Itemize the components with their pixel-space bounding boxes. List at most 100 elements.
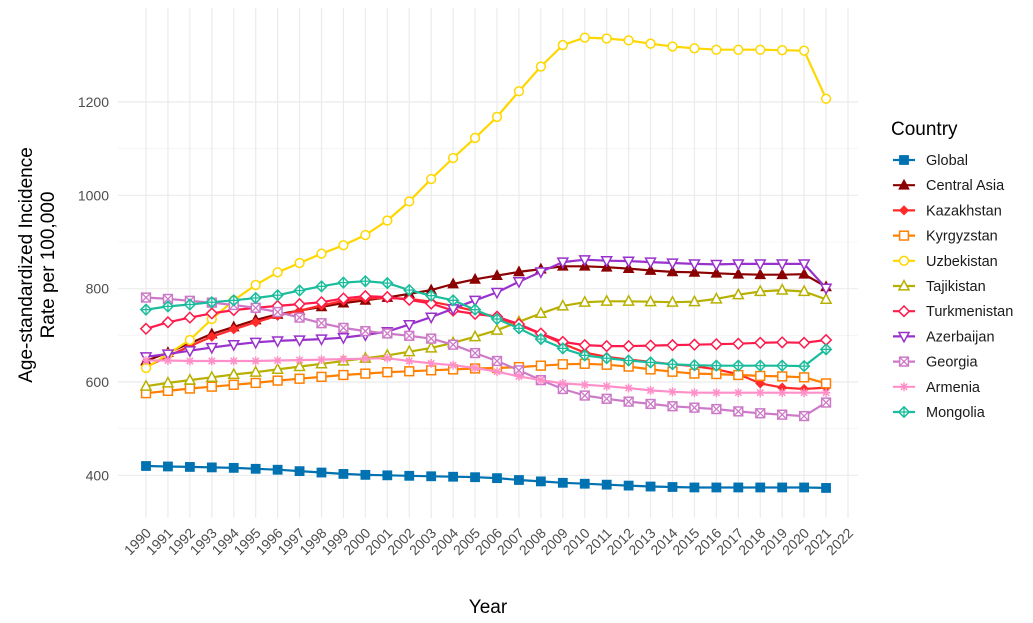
data-point-uzbekistan [820,93,832,104]
data-point-tajikistan [249,365,262,377]
data-point-tajikistan [402,344,416,357]
data-point-tajikistan [293,359,306,372]
data-point-uzbekistan [689,43,700,54]
data-point-azerbaijan [710,259,723,272]
data-point-armenia [821,388,831,398]
data-point-mongolia [249,291,262,305]
data-point-georgia [798,410,810,422]
data-point-tajikistan [797,284,811,297]
legend-label: Global [926,153,968,169]
data-point-kyrgyzstan [755,370,766,382]
data-point-azerbaijan [512,277,526,289]
data-point-armenia [514,372,524,381]
data-point-turkmenistan [797,336,811,350]
data-point-georgia [689,402,700,413]
series-armenia [141,353,831,398]
legend-item-armenia: Armenia [893,380,981,396]
data-point-uzbekistan [469,132,481,144]
data-point-mongolia [753,359,767,372]
data-point-tajikistan [732,287,745,300]
data-point-mongolia [622,354,635,367]
data-point-mongolia [227,294,241,307]
series-uzbekistan [140,32,832,374]
data-point-tajikistan [753,284,767,297]
data-point-kyrgyzstan [184,383,196,394]
data-point-azerbaijan [271,336,284,348]
data-point-central-asia [754,268,767,280]
data-point-kyrgyzstan [228,379,239,390]
data-point-uzbekistan [382,215,393,226]
data-point-uzbekistan [777,45,788,56]
data-point-turkmenistan [337,292,350,305]
data-point-global [382,470,393,481]
data-point-armenia [382,353,392,363]
data-point-tajikistan [622,294,635,306]
data-point-mongolia [732,359,745,372]
data-point-azerbaijan [293,335,306,347]
data-point-tajikistan [271,362,284,375]
data-point-kyrgyzstan [162,385,174,397]
data-point-azerbaijan [249,337,262,350]
data-point-tajikistan [644,294,657,307]
data-point-kyrgyzstan [338,369,349,381]
data-point-armenia [668,387,677,397]
data-point-azerbaijan [797,259,811,271]
data-point-global [799,482,810,493]
series-line-global [145,464,827,489]
data-point-global [250,463,261,474]
data-point-mongolia [797,359,811,373]
data-point-mongolia [534,332,548,346]
data-point-tajikistan [600,294,613,306]
data-point-tajikistan [534,306,548,319]
data-point-georgia [360,325,371,337]
data-point-azerbaijan [775,259,789,271]
data-point-mongolia [775,359,789,372]
data-point-georgia [711,403,722,415]
data-point-mongolia [139,303,153,316]
legend-label: Uzbekistan [926,254,998,270]
data-point-central-asia [798,267,810,279]
y-tick-label: 600 [86,374,110,390]
data-point-georgia [338,322,349,334]
y-tick-label: 400 [86,467,110,483]
data-point-global [557,477,568,488]
data-point-georgia [404,330,415,341]
data-point-tajikistan [819,292,833,305]
data-point-armenia [163,356,173,365]
data-point-turkmenistan [775,336,789,349]
legend-key-marker [897,279,911,291]
legend-label: Georgia [926,355,979,371]
data-point-uzbekistan [447,152,459,164]
data-point-mongolia [337,276,350,289]
data-point-tajikistan [578,295,592,307]
data-point-armenia [711,388,721,398]
data-point-mongolia [359,274,372,288]
data-point-armenia [624,383,634,393]
data-point-kazakhstan [755,378,766,389]
legend-key-marker [897,331,911,344]
data-point-mongolia [819,343,833,356]
legend-key-marker [899,155,909,165]
data-point-kyrgyzstan [294,373,305,384]
series-line-uzbekistan [145,36,828,369]
series-mongolia [139,274,833,373]
data-point-mongolia [293,284,306,297]
data-point-armenia [448,360,458,370]
data-point-armenia [404,356,414,366]
data-point-mongolia [271,288,284,302]
legend-item-kazakhstan: Kazakhstan [893,203,1002,219]
data-point-global [623,480,634,491]
data-point-global [184,462,195,472]
data-point-armenia [207,356,217,366]
y-tick-label: 1200 [78,94,109,110]
data-point-uzbekistan [667,41,678,52]
data-point-georgia [272,306,283,318]
data-point-global [733,482,744,493]
data-point-georgia [601,393,612,404]
data-point-tajikistan [424,340,438,353]
legend-title: Country [891,119,958,140]
data-point-turkmenistan [293,297,306,311]
data-point-azerbaijan [644,257,657,270]
